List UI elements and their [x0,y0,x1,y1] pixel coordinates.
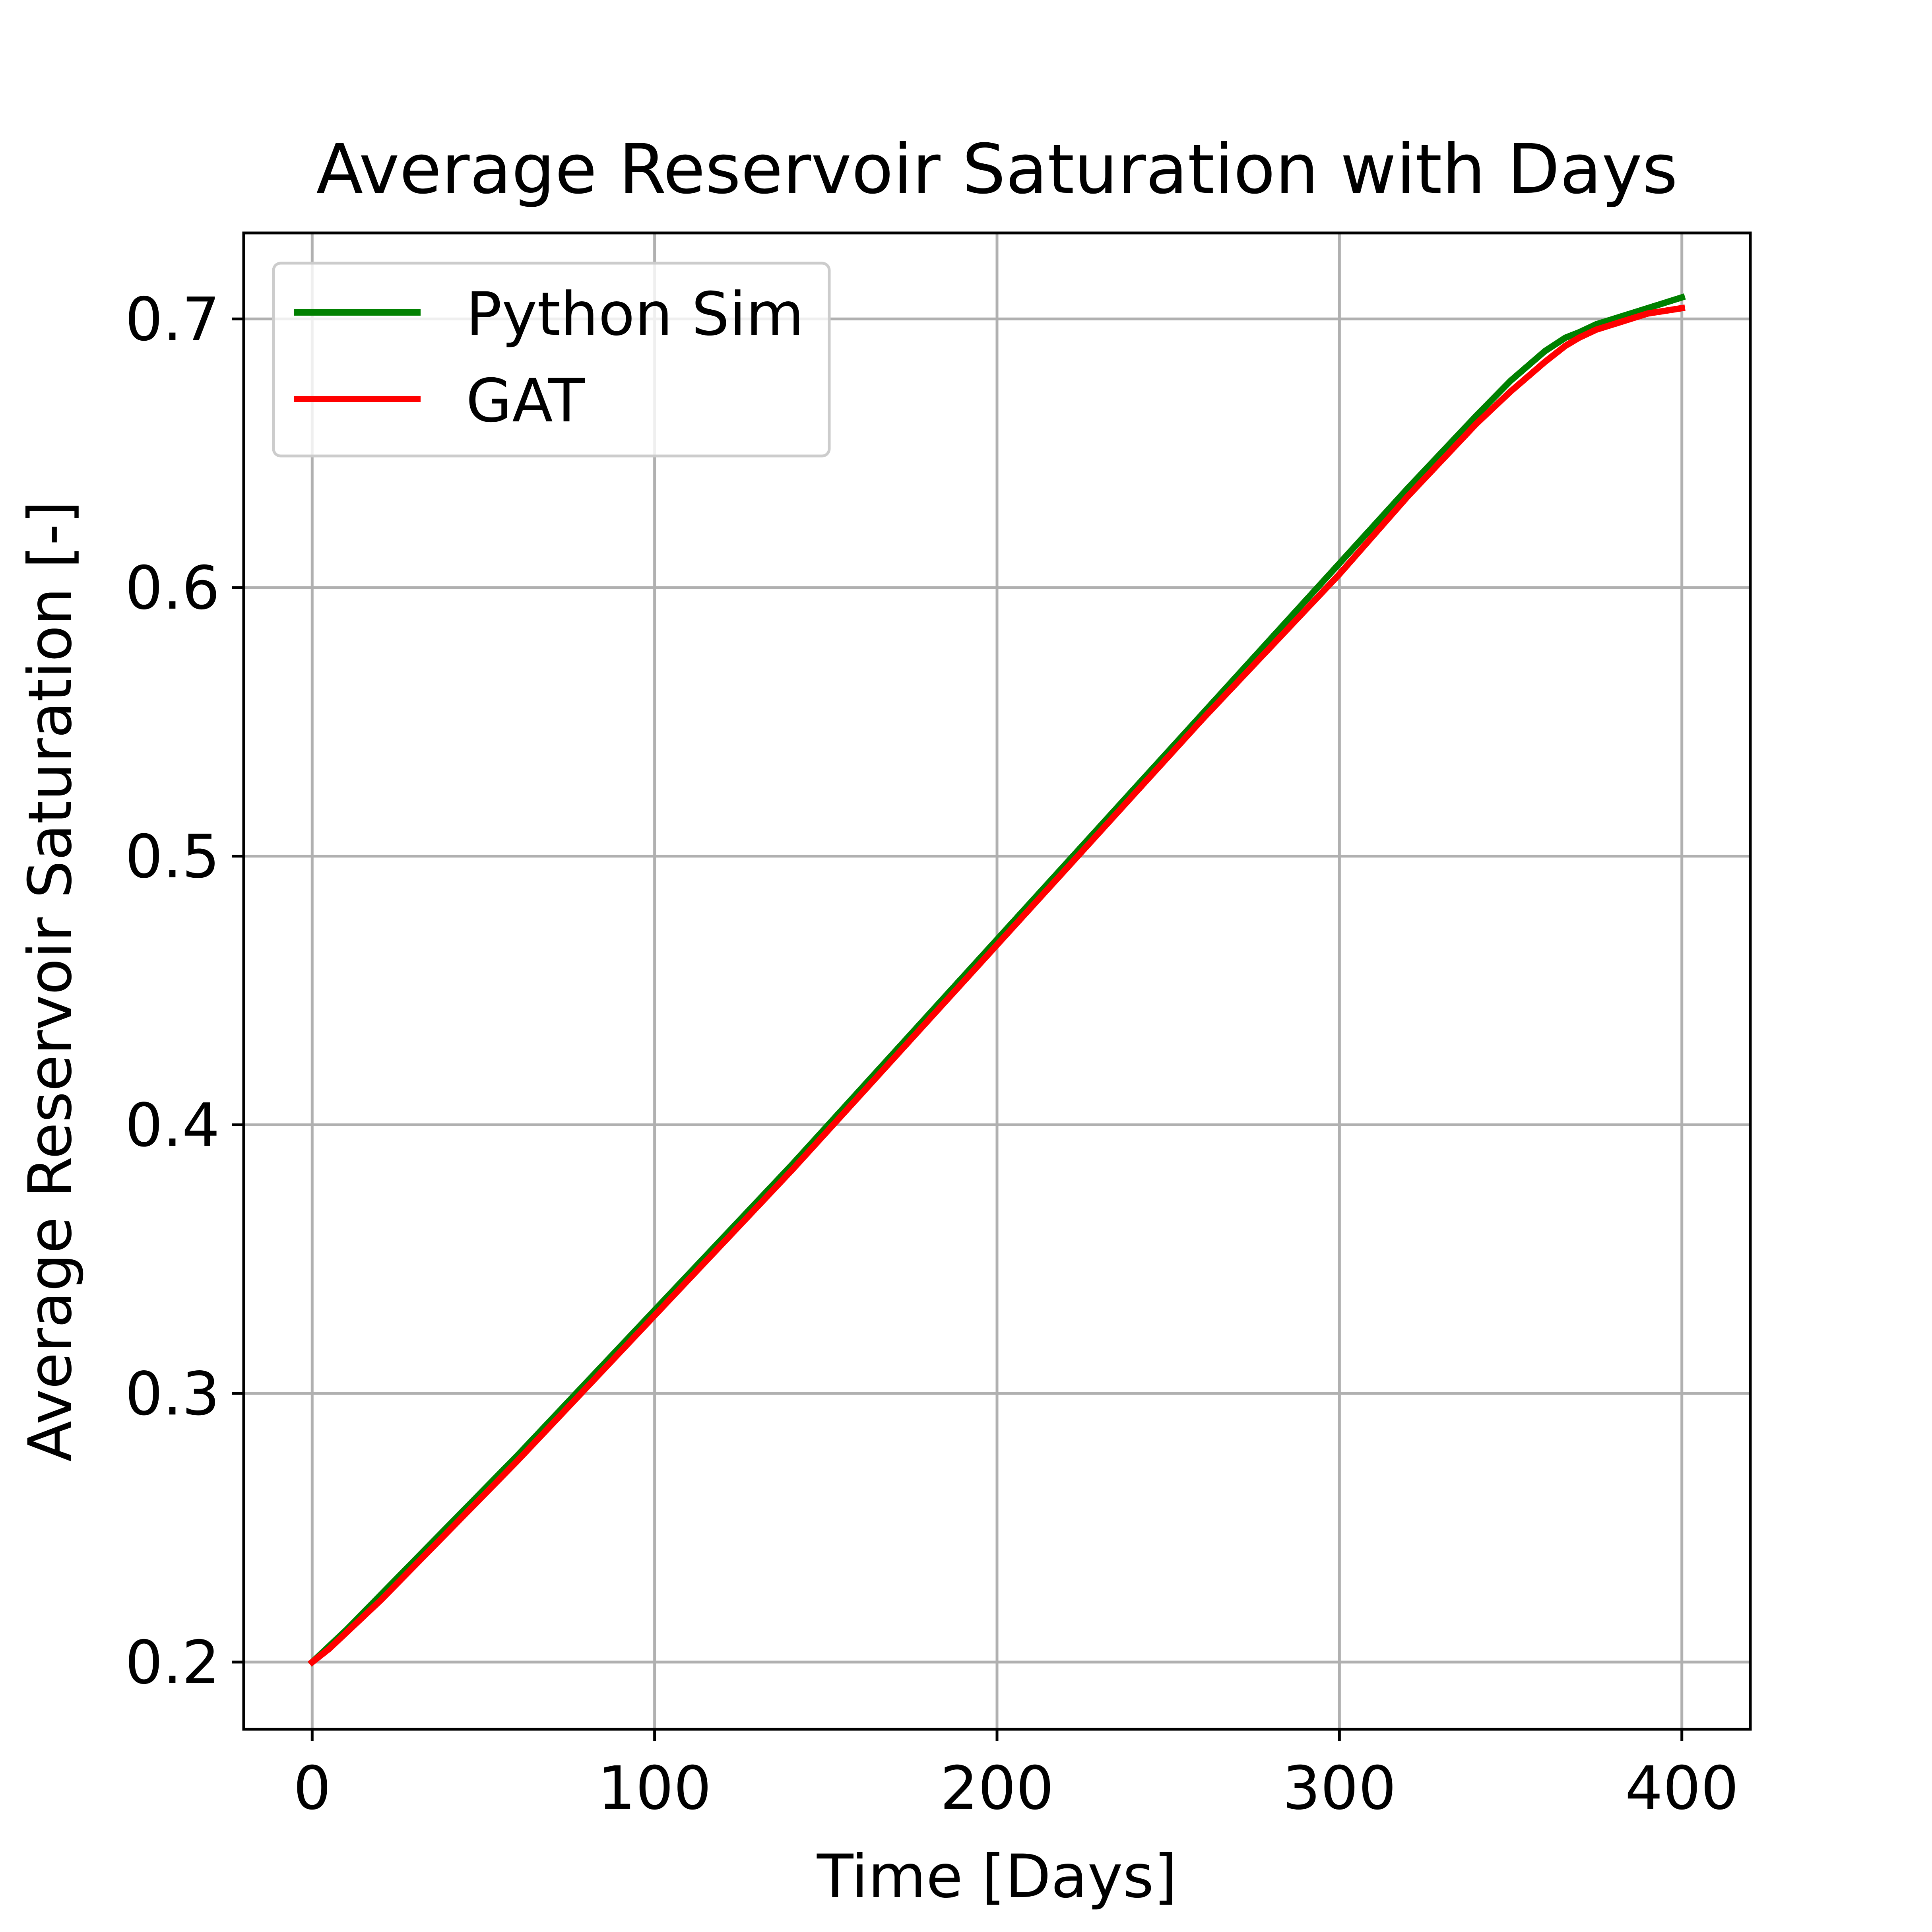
y-axis-label: Average Reservoir Saturation [-] [16,500,85,1462]
y-tick-label: 0.6 [125,554,220,623]
grid [244,233,1750,1729]
chart-title: Average Reservoir Saturation with Days [316,129,1678,209]
y-tick-label: 0.7 [125,285,220,354]
legend-label-python-sim: Python Sim [466,280,804,349]
y-tick-label: 0.2 [125,1628,220,1697]
x-tick-label: 200 [940,1754,1054,1823]
series-lines [307,293,1686,1667]
x-tick-label: 100 [597,1754,711,1823]
legend-label-gat: GAT [466,367,585,436]
x-tick-label: 400 [1625,1754,1739,1823]
x-tick-label: 0 [293,1754,331,1823]
x-axis-ticks: 0 100 200 300 400 [293,1729,1739,1823]
y-tick-label: 0.4 [125,1091,220,1160]
legend: Python Sim GAT [272,262,831,458]
y-tick-label: 0.3 [125,1360,220,1429]
x-tick-label: 300 [1282,1754,1396,1823]
series-line-python-sim [307,293,1686,1667]
x-axis-label: Time [Days] [817,1842,1177,1911]
y-tick-label: 0.5 [125,822,220,892]
series-line-gat [308,305,1686,1667]
y-axis-ticks: 0.2 0.3 0.4 0.5 0.6 0.7 [125,285,244,1697]
